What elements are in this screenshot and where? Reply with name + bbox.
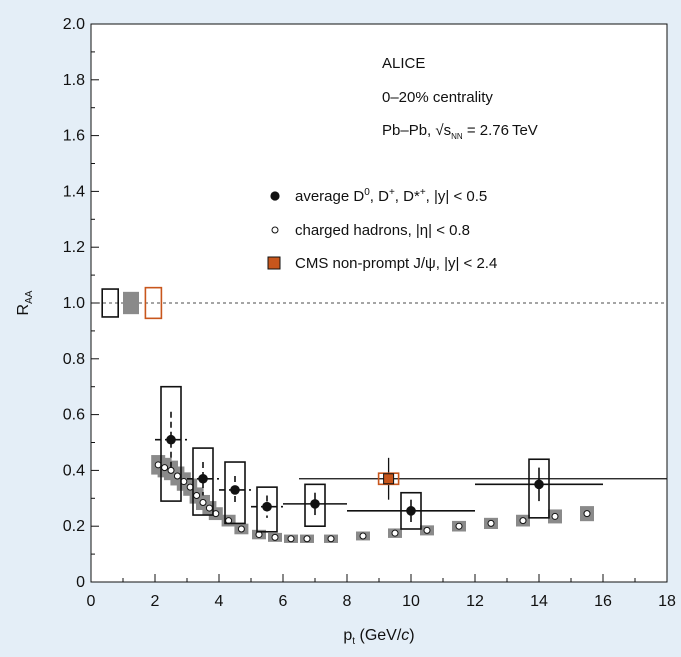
legend-marker-d-mesons	[270, 191, 280, 201]
y-tick-label-1: 0.2	[63, 518, 85, 535]
y-tick-label-4: 0.8	[63, 351, 85, 368]
legend-d-sup2: +	[389, 187, 395, 198]
hadron-point-6	[193, 492, 201, 500]
annotation-experiment: ALICE	[382, 55, 425, 72]
cms-sys-box-0	[377, 472, 400, 486]
legend-label-d-mesons: average D0, D+, D*+, |y| < 0.5	[295, 187, 487, 205]
d-meson-point-6	[534, 479, 544, 490]
x-axis-label-sub: t	[352, 636, 355, 647]
x-tick-label-3: 6	[279, 593, 288, 610]
y-tick-label-2: 0.4	[63, 462, 85, 479]
y-tick-label-9: 1.8	[63, 72, 85, 89]
d-meson-sys-box-0	[160, 385, 182, 502]
x-tick-label-7: 14	[530, 593, 548, 610]
legend-d-sup3: +	[420, 187, 426, 198]
x-tick-label-6: 12	[466, 593, 484, 610]
legend-label-cms-jpsi: CMS non-prompt J/ψ, |y| < 2.4	[295, 255, 497, 272]
legend-d-mid1: , D	[370, 188, 389, 205]
y-axis-label: RAA	[15, 290, 35, 315]
hadron-point-14	[287, 535, 295, 543]
x-tick-label-2: 4	[215, 593, 224, 610]
annotation-system-post: = 2.76 TeV	[463, 122, 538, 139]
x-axis-label-main: p	[343, 627, 352, 644]
data-layer	[101, 286, 667, 543]
axes-layer: 0 2 4 6 8 10 12 14 16 18 0 0.2 0.4 0.6 0.8 1.0 1.2 1.4 1.6…	[63, 16, 676, 610]
legend: average D0, D+, D*+, |y| < 0.5 charged h…	[267, 187, 497, 272]
x-axis-label-close: )	[409, 627, 414, 644]
y-tick-label-3: 0.6	[63, 407, 85, 424]
hadron-point-15	[303, 535, 311, 543]
x-tick-label-9: 18	[658, 593, 676, 610]
hadron-point-11	[237, 525, 245, 533]
d-meson-sys-box-4	[304, 483, 326, 528]
d-meson-sys-box-6	[528, 458, 550, 519]
d-meson-sys-box-3	[256, 486, 278, 533]
hadron-point-20	[455, 522, 463, 530]
normalization-box-2	[144, 286, 163, 320]
y-axis-label-main: R	[15, 304, 32, 316]
d-meson-point-2	[230, 485, 240, 495]
hadron-point-7	[199, 498, 207, 506]
hadron-point-18	[391, 529, 399, 537]
hadron-point-22	[519, 517, 527, 525]
d-meson-sys-box-1	[192, 447, 214, 516]
annotation-system-pre: Pb–Pb, √s	[382, 122, 451, 139]
hadron-point-13	[271, 533, 279, 541]
hadron-point-1	[161, 464, 169, 472]
y-tick-label-0: 0	[76, 574, 85, 591]
x-axis-label: pt (GeV/c)	[343, 627, 414, 647]
x-tick-label-1: 2	[151, 593, 160, 610]
legend-label-charged-hadrons: charged hadrons, |η| < 0.8	[295, 222, 470, 239]
x-tick-label-5: 10	[402, 593, 420, 610]
hadron-point-3	[173, 472, 181, 480]
y-tick-label-8: 1.6	[63, 128, 85, 145]
hadron-point-19	[423, 526, 431, 534]
annotation-system-sub: NN	[451, 132, 463, 141]
hadron-point-8	[205, 504, 213, 512]
d-meson-point-5	[406, 506, 416, 516]
legend-marker-charged-hadrons	[271, 226, 279, 234]
x-tick-label-0: 0	[87, 593, 96, 610]
legend-d-post: , |y| < 0.5	[426, 188, 488, 205]
y-tick-label-5: 1.0	[63, 295, 85, 312]
d-meson-point-3	[262, 501, 272, 512]
hadron-point-21	[487, 519, 495, 527]
legend-d-pre: average D	[295, 188, 364, 205]
x-axis-label-unit: c	[401, 627, 409, 644]
hadron-point-17	[359, 532, 367, 540]
annotation-system: Pb–Pb, √sNN = 2.76 TeV	[382, 122, 538, 141]
hadron-point-16	[327, 535, 335, 543]
d-meson-point-1	[198, 473, 208, 484]
hadron-point-2	[167, 466, 175, 474]
legend-d-sup1: 0	[364, 187, 370, 198]
annotation-centrality: 0–20% centrality	[382, 89, 493, 106]
d-meson-sys-box-2	[224, 461, 246, 525]
d-meson-point-4	[310, 499, 320, 509]
normalization-box-1	[123, 291, 139, 315]
hadron-point-24	[583, 510, 591, 518]
y-tick-label-7: 1.4	[63, 183, 85, 200]
y-tick-label-6: 1.2	[63, 239, 85, 256]
x-tick-label-4: 8	[343, 593, 352, 610]
y-axis-label-sub: AA	[24, 290, 35, 304]
x-tick-label-8: 16	[594, 593, 612, 610]
cms-point-0	[383, 473, 395, 485]
hadron-point-23	[551, 512, 559, 520]
d-meson-point-0	[166, 434, 176, 445]
y-tick-label-10: 2.0	[63, 16, 85, 33]
legend-marker-cms-jpsi	[267, 256, 281, 270]
normalization-box-0	[101, 288, 119, 318]
x-axis-label-rest: (GeV/	[355, 627, 402, 644]
legend-d-mid2: , D*	[395, 188, 420, 205]
